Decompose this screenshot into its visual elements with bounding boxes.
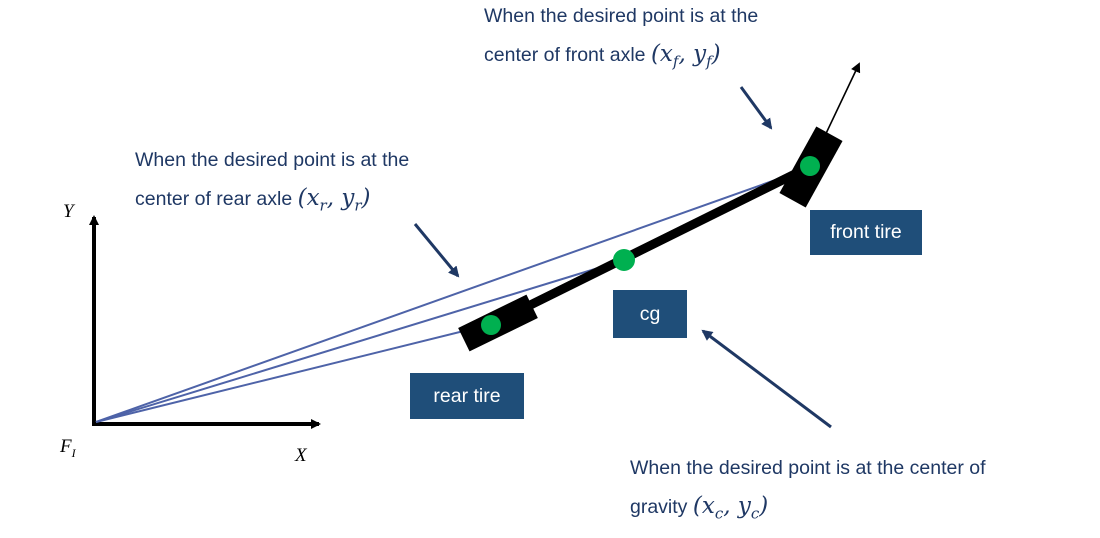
front-axle-point-icon bbox=[800, 156, 820, 176]
vector-to-cg bbox=[95, 259, 622, 423]
front-caption-pointer-arrow bbox=[739, 86, 773, 130]
heading-arrow bbox=[811, 62, 861, 164]
front-tire-tag: front tire bbox=[810, 210, 922, 255]
y-axis-label: Y bbox=[63, 201, 74, 222]
cg-tag: cg bbox=[613, 290, 687, 338]
front-axle-caption-line2: center of front axle (xf, yf) bbox=[484, 41, 721, 71]
front-axle-caption: When the desired point is at the center … bbox=[484, 0, 758, 81]
rear-axle-caption: When the desired point is at the center … bbox=[135, 141, 409, 225]
cg-caption: When the desired point is at the center … bbox=[630, 449, 986, 533]
cg-caption-line2: gravity (xc, yc) bbox=[630, 493, 769, 523]
cg-caption-pointer-arrow bbox=[701, 329, 832, 429]
rear-axle-coordinates: (xr, yr) bbox=[297, 185, 371, 215]
rear-axle-caption-line2: center of rear axle (xr, yr) bbox=[135, 185, 371, 215]
front-axle-coordinates: (xf, yf) bbox=[650, 41, 721, 71]
rear-axle-caption-line1: When the desired point is at the bbox=[135, 149, 410, 171]
rear-tire-tag: rear tire bbox=[410, 373, 524, 419]
cg-coordinates: (xc, yc) bbox=[692, 493, 769, 523]
rear-caption-pointer-arrow bbox=[413, 223, 460, 278]
vehicle-body bbox=[488, 161, 813, 330]
vector-to-front-axle bbox=[95, 166, 810, 423]
cg-caption-line1: When the desired point is at the center … bbox=[630, 457, 986, 479]
front-axle-caption-line1: When the desired point is at the bbox=[484, 5, 759, 27]
rear-axle-point-icon bbox=[481, 315, 501, 335]
x-axis-label: X bbox=[295, 445, 307, 466]
vector-to-rear-axle bbox=[95, 322, 489, 423]
inertial-frame-label: FI bbox=[60, 436, 76, 460]
cg-point-icon bbox=[613, 249, 635, 271]
